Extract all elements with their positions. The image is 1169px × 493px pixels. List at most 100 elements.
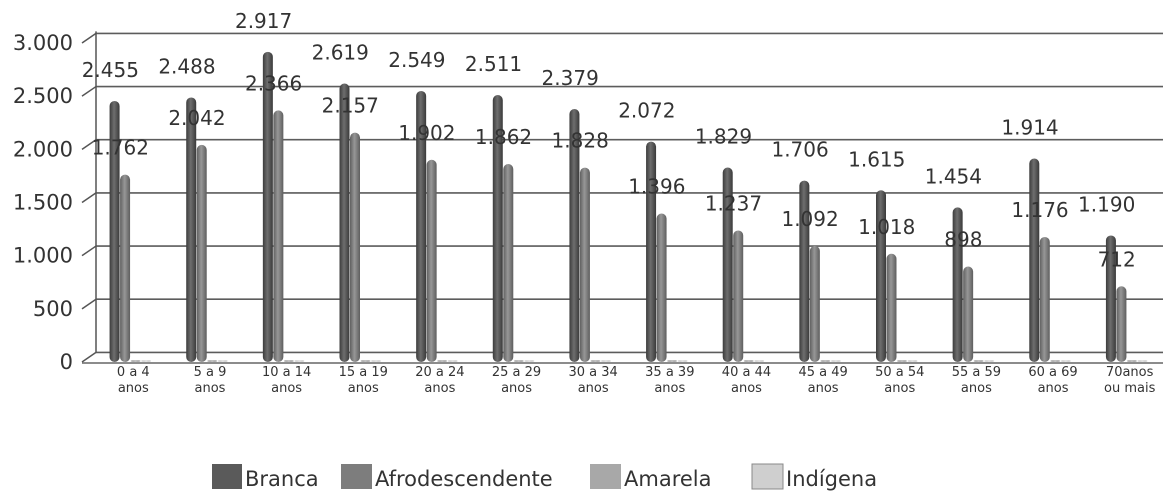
bar-indigena	[524, 360, 535, 362]
bar-amarela	[743, 360, 754, 362]
x-tick-label: ou mais	[1104, 381, 1156, 396]
x-tick-label: anos	[654, 381, 685, 396]
x-tick-label: 45 a 49	[798, 365, 847, 380]
bar-amarela	[820, 360, 831, 362]
bar-indigena	[1060, 360, 1071, 362]
x-tick-label: anos	[271, 381, 302, 396]
bar-afrodescendente	[196, 144, 207, 362]
x-tick-label: 5 a 9	[194, 365, 227, 380]
bars	[109, 51, 1148, 363]
y-tick-label: 500	[33, 297, 73, 321]
data-label-branca: 2.619	[312, 41, 369, 65]
gridline-depth	[81, 298, 97, 310]
bar-afrodescendente	[1116, 286, 1127, 362]
legend-label: Amarela	[624, 467, 712, 491]
x-tick-label: 55 a 59	[952, 365, 1001, 380]
x-tick-label: 10 a 14	[262, 365, 311, 380]
data-label-branca: 1.914	[1001, 115, 1058, 139]
legend-label: Afrodescendente	[375, 467, 553, 491]
bar-afrodescendente	[120, 174, 131, 362]
x-tick-label: anos	[578, 381, 609, 396]
data-label-branca: 1.190	[1078, 192, 1135, 216]
bar-indigena	[984, 360, 995, 362]
legend-swatch	[212, 464, 242, 489]
bar-afrodescendente	[503, 164, 514, 362]
bar-amarela	[130, 360, 141, 362]
x-tick-label: anos	[424, 381, 455, 396]
bar-amarela	[1050, 360, 1061, 362]
data-label-branca: 1.829	[695, 125, 752, 149]
y-tick-label: 1.500	[13, 191, 73, 215]
legend-label: Indígena	[786, 467, 877, 491]
x-tick-label: 60 a 69	[1028, 365, 1077, 380]
gridline-depth	[81, 85, 97, 97]
bar-indigena	[754, 360, 765, 362]
bar-branca	[799, 180, 810, 362]
bar-branca	[339, 83, 350, 362]
axes	[82, 31, 1163, 364]
bar-indigena	[830, 360, 841, 362]
x-tick-label: 50 a 54	[875, 365, 924, 380]
bar-amarela	[207, 360, 218, 362]
gridline-depth	[81, 245, 97, 257]
data-label-branca: 2.549	[388, 48, 445, 72]
legend-swatch	[590, 464, 621, 489]
bar-indigena	[600, 360, 611, 362]
data-label-branca: 2.379	[542, 66, 599, 90]
bar-afrodescendente	[886, 253, 897, 362]
bar-branca	[1029, 158, 1040, 362]
x-tick-label: anos	[501, 381, 532, 396]
y-tick-label: 1.000	[13, 244, 73, 268]
y-tick-labels: 0 500 1.000 1.500 2.000 2.500 3.000	[13, 31, 73, 374]
bar-branca	[416, 90, 427, 363]
legend-swatch	[751, 463, 784, 490]
bar-branca	[646, 141, 657, 362]
data-labels: 2.455 1.762 2.488 2.042 2.917 2.366 2.619 2.157…	[82, 9, 1136, 271]
bar-branca	[876, 190, 886, 362]
bar-branca	[186, 97, 197, 363]
x-tick-label: 20 a 24	[415, 365, 464, 380]
x-tick-label: 35 a 39	[645, 365, 694, 380]
y-tick-label: 3.000	[13, 31, 73, 55]
x-tick-label: 25 a 29	[492, 365, 541, 380]
x-tick-label: 15 a 19	[339, 365, 388, 380]
data-label-branca: 2.455	[82, 58, 139, 82]
bar-branca	[569, 109, 580, 363]
bar-branca	[722, 167, 733, 362]
bar-afrodescendente	[273, 110, 284, 362]
bar-afrodescendente	[656, 213, 667, 362]
x-tick-label: anos	[194, 381, 225, 396]
data-label-afrodescendente: 1.396	[628, 175, 685, 199]
bar-amarela	[513, 360, 524, 362]
bar-amarela	[973, 360, 984, 362]
gridline-depth	[81, 139, 97, 150]
bar-branca	[492, 94, 503, 362]
data-label-afrodescendente: 2.157	[322, 94, 379, 118]
bar-indigena	[447, 360, 458, 362]
bar-afrodescendente	[1039, 236, 1050, 362]
data-label-afrodescendente: 898	[944, 228, 982, 252]
data-label-afrodescendente: 1.092	[781, 207, 838, 231]
bar-amarela	[360, 360, 371, 362]
x-tick-label: anos	[118, 381, 149, 396]
bar-indigena	[677, 360, 688, 362]
gridline-depth	[81, 351, 97, 363]
bar-afrodescendente	[733, 230, 744, 362]
data-label-afrodescendente: 1.902	[398, 121, 455, 145]
bar-branca	[952, 207, 963, 362]
legend-swatch	[341, 464, 372, 489]
gridline-depth	[81, 32, 97, 44]
bar-afrodescendente	[579, 167, 590, 362]
bar-afrodescendente	[350, 132, 360, 362]
gridline-depth	[81, 192, 97, 204]
bar-afrodescendente	[963, 266, 974, 362]
data-label-branca: 1.706	[771, 138, 828, 162]
bar-amarela	[667, 360, 678, 362]
legend-label: Branca	[245, 467, 319, 491]
data-label-afrodescendente: 2.042	[168, 106, 225, 130]
x-tick-label: 70anos	[1106, 365, 1154, 380]
data-label-afrodescendente: 1.176	[1011, 198, 1068, 222]
